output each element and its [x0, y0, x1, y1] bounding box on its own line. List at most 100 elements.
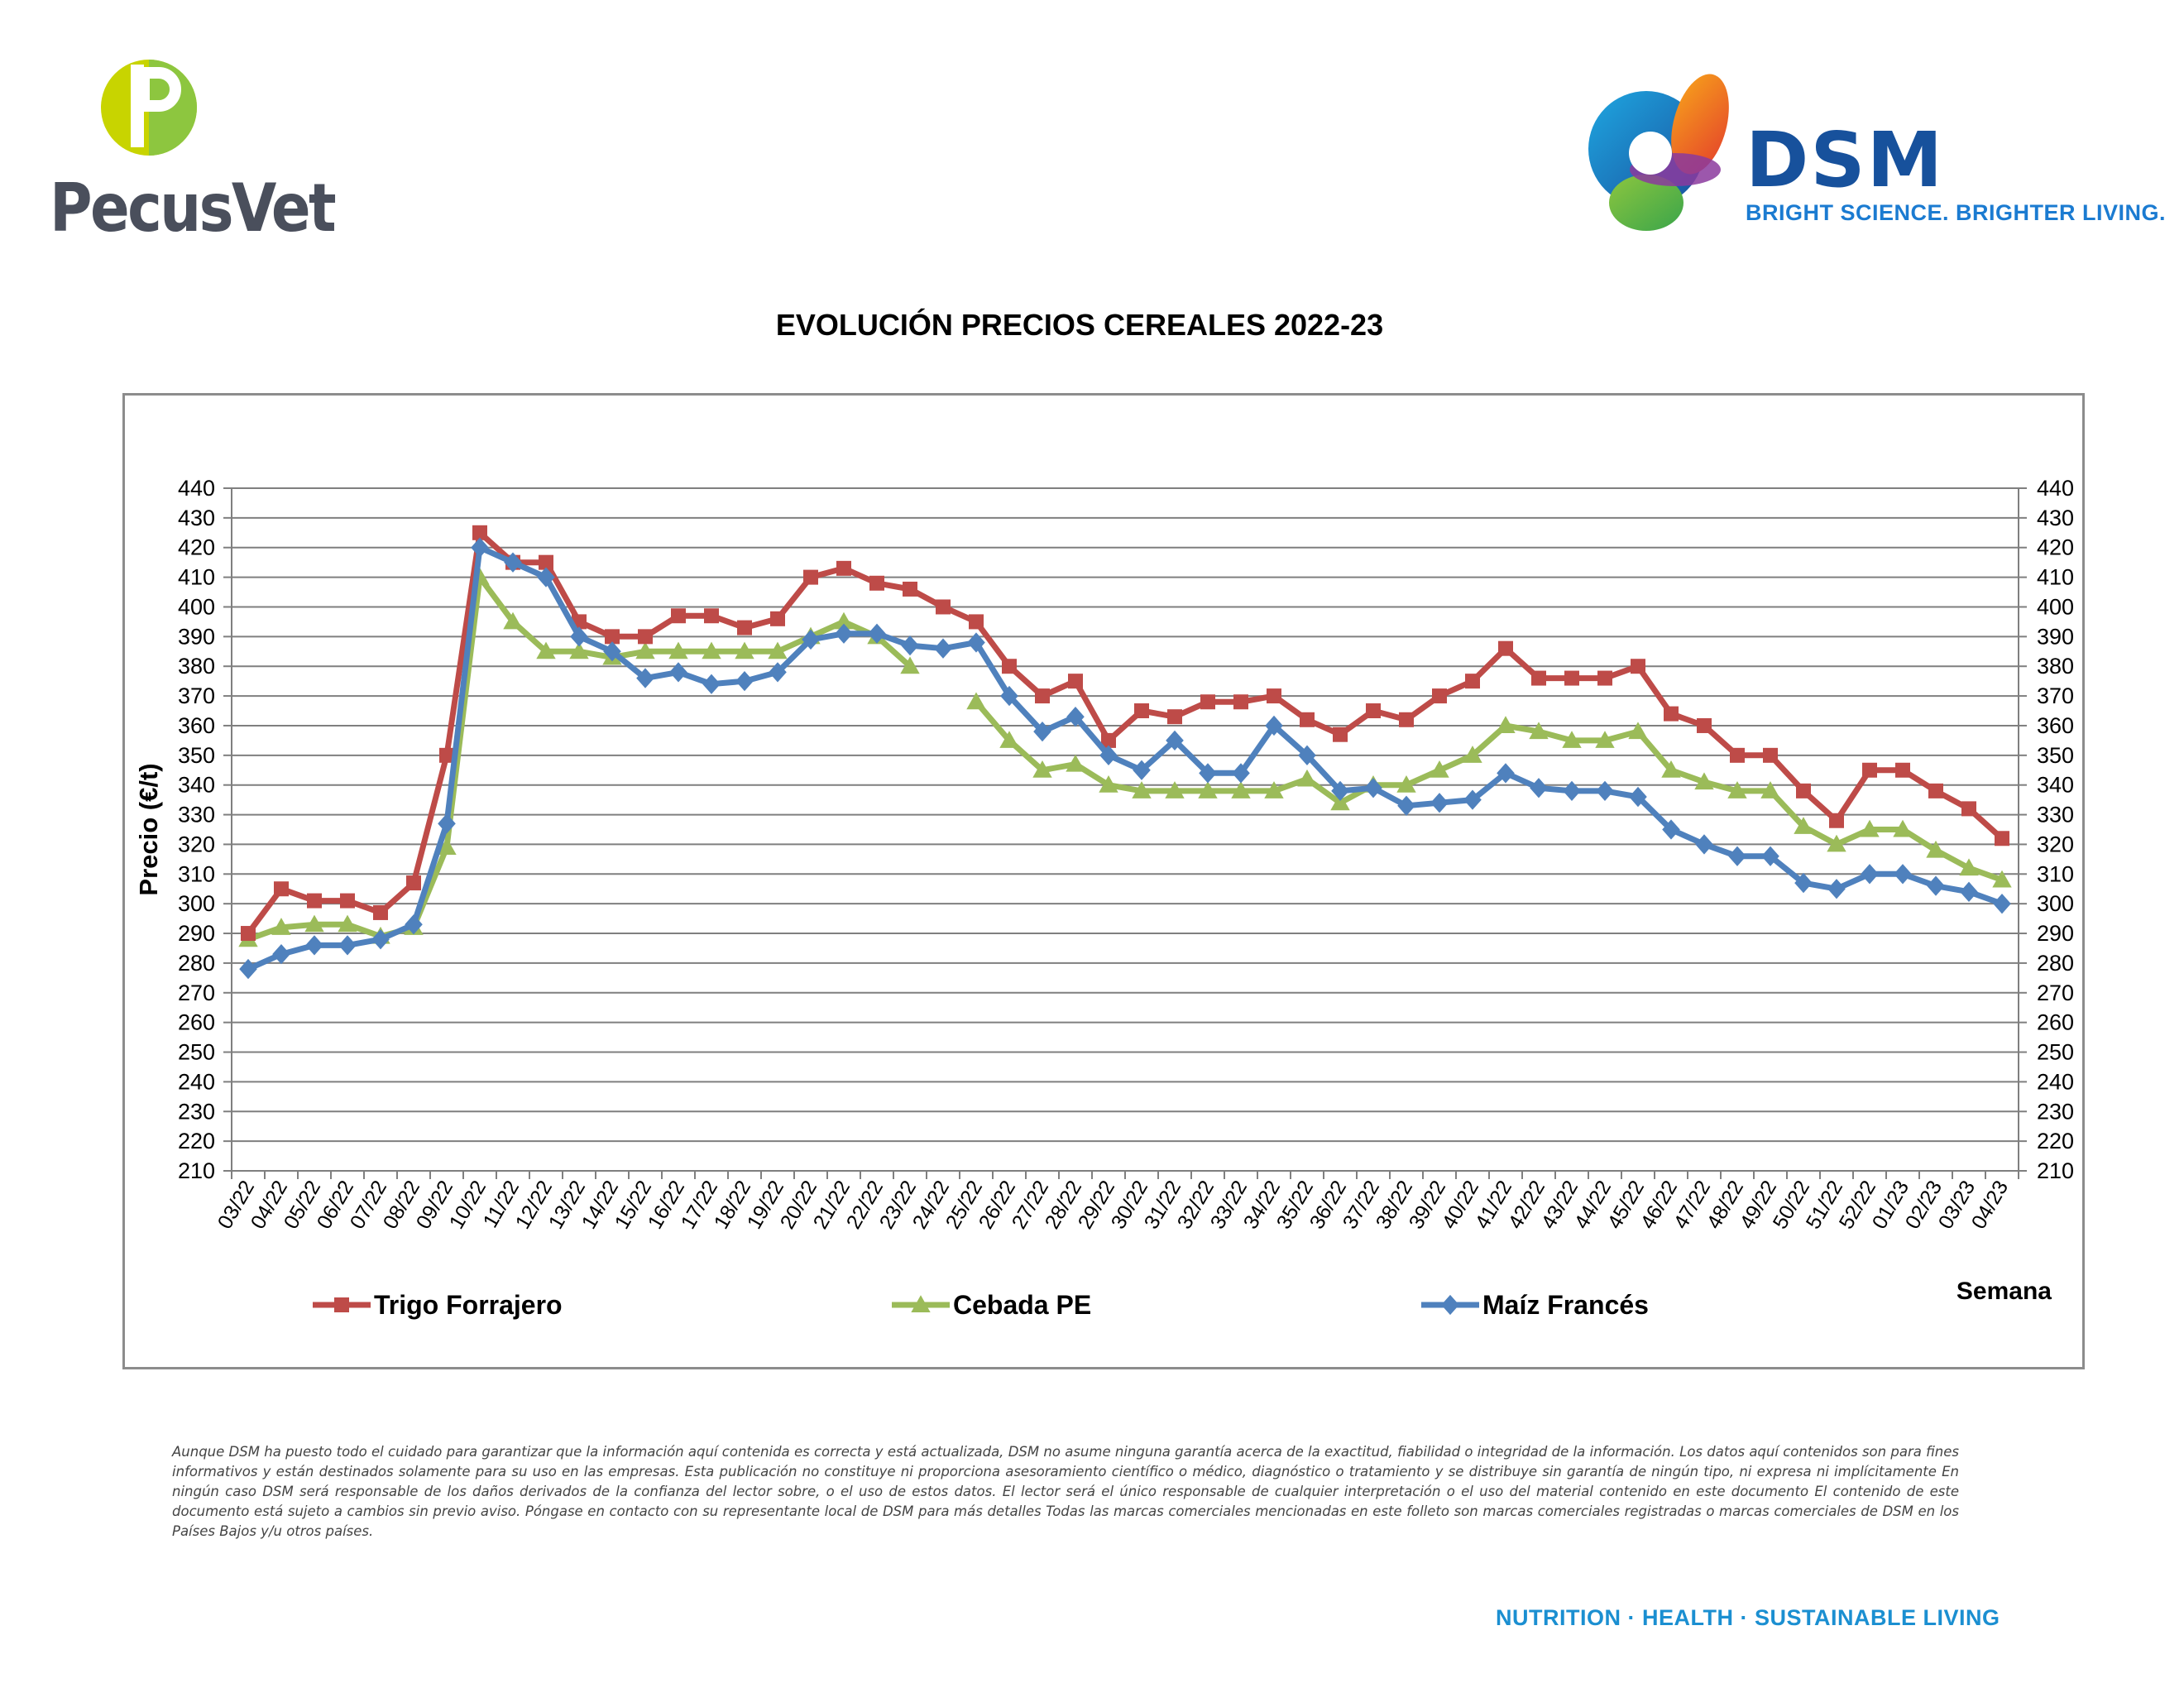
data-point [241, 926, 256, 942]
price-chart: 210 210 220 220 230 230 240 240 250 250 260 260 270 2… [134, 476, 2074, 1320]
y-tick-label-right: 400 [2037, 594, 2074, 619]
data-point [636, 668, 654, 688]
data-point [1068, 674, 1083, 689]
data-point [1530, 778, 1548, 798]
data-point [1761, 846, 1779, 866]
data-point [1002, 659, 1017, 674]
data-point [936, 599, 951, 615]
data-point [1728, 846, 1746, 866]
data-point [1927, 875, 1945, 896]
data-point [437, 837, 457, 856]
data-point [1101, 732, 1116, 748]
data-point [305, 935, 323, 956]
data-point [1529, 722, 1549, 740]
y-tick-label-right: 370 [2037, 683, 2074, 708]
y-tick-label-left: 430 [178, 506, 215, 530]
y-tick-label-left: 380 [178, 654, 215, 679]
data-point [1233, 694, 1248, 710]
series-ma-z-franc-s [239, 537, 2011, 980]
data-point [271, 918, 291, 935]
data-point [1992, 870, 2012, 888]
data-point [536, 641, 556, 659]
data-point [702, 641, 721, 659]
data-point [1960, 881, 1978, 902]
data-point [638, 629, 653, 645]
data-point [1465, 674, 1480, 689]
data-point [1895, 762, 1910, 778]
data-point [1860, 819, 1880, 837]
data-point [1035, 688, 1050, 704]
data-point [770, 611, 785, 626]
data-point [406, 875, 421, 891]
data-point [472, 525, 487, 540]
data-point [1959, 858, 1979, 876]
y-axis-title: Precio (€/t) [134, 763, 163, 895]
y-tick-label-left: 340 [178, 773, 215, 798]
data-point [1267, 688, 1281, 704]
y-tick-label-right: 270 [2037, 981, 2074, 1005]
data-point [1595, 731, 1615, 748]
data-point [1066, 707, 1085, 727]
y-tick-label-right: 420 [2037, 535, 2074, 560]
y-tick-label-left: 300 [178, 891, 215, 916]
data-point [1661, 760, 1681, 778]
data-point [671, 608, 686, 624]
footer-slogan: NUTRITION · HEALTH · SUSTAINABLE LIVING [1496, 1605, 2000, 1630]
data-point [900, 656, 920, 674]
y-tick-label-left: 370 [178, 683, 215, 708]
y-tick-label-left: 210 [178, 1158, 215, 1183]
y-tick-label-right: 220 [2037, 1129, 2074, 1153]
data-point [1430, 793, 1449, 813]
data-point [934, 638, 952, 659]
y-tick-label-left: 410 [178, 565, 215, 590]
data-point [1399, 712, 1414, 727]
y-tick-label-left: 230 [178, 1099, 215, 1124]
series-layer [238, 525, 2012, 980]
data-point [1727, 781, 1747, 798]
data-point [1330, 793, 1350, 811]
y-tick-label-left: 290 [178, 921, 215, 946]
y-tick-label-right: 230 [2037, 1099, 2074, 1124]
y-tick-label-left: 350 [178, 743, 215, 768]
data-point [1694, 772, 1714, 790]
data-point [1165, 781, 1185, 798]
legend-marker [334, 1297, 349, 1312]
data-point [735, 671, 754, 692]
y-tick-label-left: 270 [178, 981, 215, 1005]
data-point [1134, 703, 1149, 719]
data-point [869, 575, 884, 591]
series-cebada-pe [238, 567, 2012, 947]
data-point [1596, 780, 1614, 802]
data-point [1498, 640, 1513, 656]
data-point [668, 641, 688, 659]
data-point [735, 641, 754, 659]
y-tick-label-left: 420 [178, 535, 215, 560]
data-point [1066, 754, 1085, 772]
y-tick-label-left: 440 [178, 476, 215, 501]
data-point [1794, 872, 1813, 894]
data-point [1432, 688, 1447, 704]
data-point [1300, 712, 1315, 727]
data-point [737, 620, 752, 635]
data-point [1562, 731, 1582, 748]
data-point [836, 560, 851, 576]
data-point [1000, 685, 1018, 707]
data-point [704, 608, 719, 624]
y-tick-label-left: 220 [178, 1129, 215, 1153]
data-point [1893, 819, 1913, 837]
y-tick-label-right: 280 [2037, 951, 2074, 976]
y-tick-label-left: 250 [178, 1040, 215, 1065]
y-tick-label-left: 390 [178, 624, 215, 649]
data-point [1232, 763, 1250, 784]
data-point [969, 614, 984, 630]
legend-item: Trigo Forrajero [313, 1290, 563, 1320]
chart-frame [122, 393, 2085, 1369]
data-point [1760, 781, 1780, 798]
legend-marker [911, 1295, 931, 1312]
data-point [1993, 894, 2011, 914]
data-point [1664, 706, 1679, 722]
data-point [272, 944, 290, 965]
data-point [868, 623, 886, 644]
data-point [1167, 709, 1182, 725]
data-point [1099, 774, 1118, 793]
